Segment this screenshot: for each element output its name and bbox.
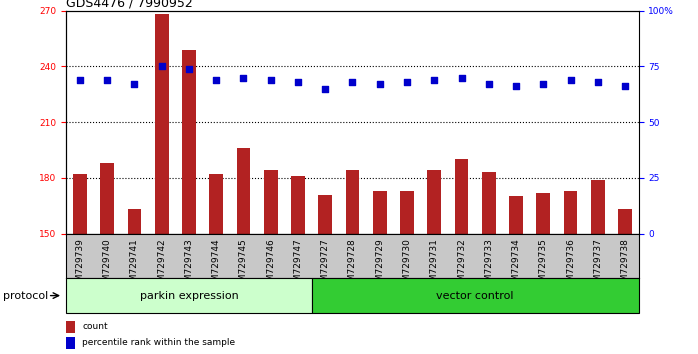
Bar [73,174,87,234]
Bar [564,191,577,234]
Bar [182,50,195,234]
Bar [101,163,114,234]
Point [102,77,113,82]
Text: GSM729743: GSM729743 [184,238,193,293]
Bar [373,191,387,234]
Text: vector control: vector control [436,291,514,301]
Point [156,64,168,69]
Point [265,77,276,82]
Text: GSM729734: GSM729734 [512,238,521,293]
Point [292,79,304,85]
Bar [66,278,311,313]
Text: GSM729741: GSM729741 [130,238,139,293]
Text: percentile rank within the sample: percentile rank within the sample [82,338,235,347]
Text: GSM729728: GSM729728 [348,238,357,293]
Point [510,84,521,89]
Point [565,77,576,82]
Bar [318,195,332,234]
Text: GSM729736: GSM729736 [566,238,575,293]
Point [238,75,249,80]
Bar [66,337,75,349]
Text: parkin expression: parkin expression [140,291,238,301]
Bar [128,210,141,234]
Text: GSM729727: GSM729727 [321,238,329,293]
Point [429,77,440,82]
Point [619,84,630,89]
Point [129,81,140,87]
Text: GSM729737: GSM729737 [593,238,602,293]
Point [537,81,549,87]
Bar [311,278,639,313]
Bar [346,170,359,234]
Text: GSM729738: GSM729738 [621,238,630,293]
Text: GSM729740: GSM729740 [103,238,112,293]
Bar [482,172,496,234]
Text: protocol: protocol [3,291,49,301]
Point [75,77,86,82]
Text: GSM729747: GSM729747 [293,238,302,293]
Bar [510,196,523,234]
Bar [237,148,251,234]
Point [456,75,467,80]
Text: GDS4476 / 7990952: GDS4476 / 7990952 [66,0,193,10]
Text: GSM729732: GSM729732 [457,238,466,293]
Text: count: count [82,322,107,331]
Text: GSM729731: GSM729731 [430,238,439,293]
Point [347,79,358,85]
Point [211,77,222,82]
Bar [209,174,223,234]
Text: GSM729745: GSM729745 [239,238,248,293]
Bar [537,193,550,234]
Point [374,81,385,87]
Text: GSM729729: GSM729729 [376,238,384,293]
Bar [155,14,168,234]
Bar [66,321,75,333]
Bar [291,176,305,234]
Bar [591,180,604,234]
Text: GSM729739: GSM729739 [75,238,84,293]
Point [592,79,603,85]
Bar [264,170,278,234]
Text: GSM729742: GSM729742 [157,238,166,293]
Text: GSM729735: GSM729735 [539,238,548,293]
Bar [454,159,468,234]
Point [320,86,331,92]
Text: GSM729730: GSM729730 [403,238,412,293]
Bar [618,210,632,234]
Text: GSM729746: GSM729746 [266,238,275,293]
Point [483,81,494,87]
Bar [400,191,414,234]
Point [184,66,195,72]
Point [401,79,413,85]
Text: GSM729744: GSM729744 [211,238,221,293]
Text: GSM729733: GSM729733 [484,238,493,293]
Bar [427,170,441,234]
